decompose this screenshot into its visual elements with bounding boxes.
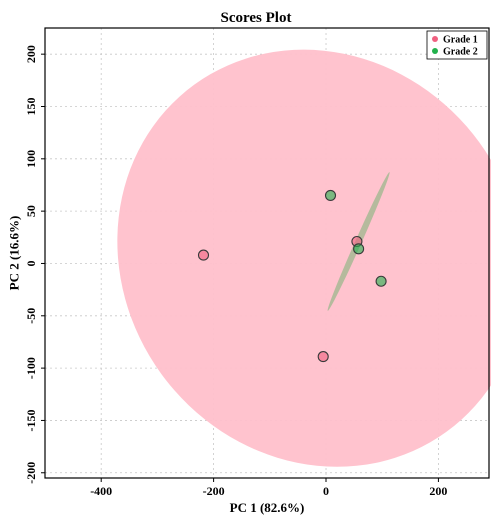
x-axis-label: PC 1 (82.6%) (230, 500, 305, 515)
x-tick-label: 200 (429, 484, 447, 498)
confidence-ellipses (117, 49, 491, 467)
confidence-ellipse-grade-1 (117, 49, 491, 467)
y-tick-label: -200 (24, 462, 38, 484)
y-axis-label: PC 2 (16.6%) (7, 216, 22, 291)
score-point-grade-1 (317, 351, 329, 363)
y-tick-label: -50 (24, 308, 38, 324)
y-tick-label: 150 (24, 97, 38, 115)
legend-marker (432, 36, 438, 42)
score-point-grade-2 (353, 243, 365, 255)
score-points (197, 189, 387, 363)
legend-marker (432, 48, 438, 54)
score-point-grade-2 (324, 189, 337, 201)
legend-label: Grade 2 (443, 47, 478, 58)
x-tick-label: -200 (203, 484, 225, 498)
chart-title: Scores Plot (221, 10, 292, 26)
plot-frame (44, 27, 490, 479)
score-point-grade-1 (197, 249, 210, 261)
y-tick-label: 200 (24, 45, 38, 63)
x-tick-label: -400 (90, 484, 112, 498)
y-tick-label: -150 (24, 409, 38, 431)
legend-box (426, 30, 488, 60)
y-tick-label: 50 (24, 205, 38, 217)
y-tick-label: 0 (24, 260, 38, 266)
x-tick-label: 0 (323, 484, 329, 498)
y-tick-label: -100 (24, 357, 38, 379)
y-tick-label: 100 (24, 150, 38, 168)
score-point-grade-2 (375, 275, 387, 287)
axis-ticks: -400 -200 0 200 -200 -150 -100 -50 0 50 100 150 200 (24, 45, 447, 498)
legend-label: Grade 1 (443, 35, 478, 46)
